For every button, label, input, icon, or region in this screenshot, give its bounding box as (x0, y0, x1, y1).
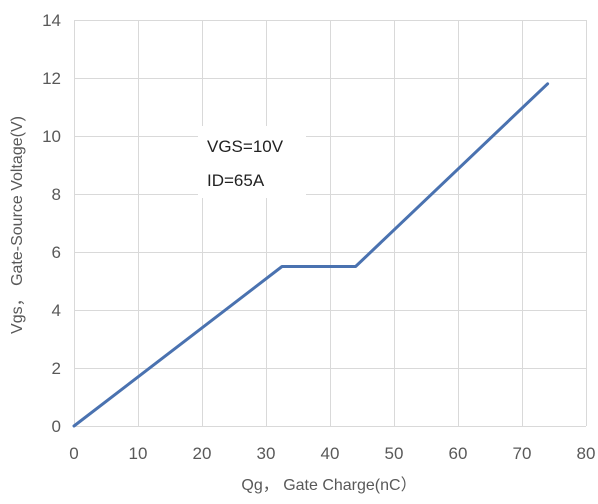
series-layer (72, 82, 550, 428)
y-tick-label: 10 (42, 127, 61, 146)
y-tick-label: 14 (42, 11, 61, 30)
x-tick-label: 80 (577, 444, 596, 463)
annotation-vgs: VGS=10V (207, 137, 284, 156)
y-tick-label: 0 (52, 417, 61, 436)
tick-layer: 0 10 20 30 40 50 60 70 80 0 2 4 6 8 10 12 14 (42, 11, 595, 463)
x-tick-label: 60 (449, 444, 468, 463)
y-tick-label: 8 (52, 185, 61, 204)
x-tick-label: 10 (129, 444, 148, 463)
y-tick-label: 2 (52, 359, 61, 378)
x-tick-label: 40 (321, 444, 340, 463)
y-tick-label: 12 (42, 69, 61, 88)
x-tick-label: 30 (257, 444, 276, 463)
grid-layer (74, 20, 587, 427)
annotation-layer: VGS=10V ID=65A (198, 126, 306, 198)
x-tick-label: 50 (385, 444, 404, 463)
y-axis-title: Vgs， Gate-Source Voltage(V) (9, 116, 26, 334)
annotation-box (198, 126, 306, 198)
y-tick-label: 4 (52, 301, 61, 320)
x-tick-label: 0 (69, 444, 78, 463)
x-axis-title: Qg， Gate Charge(nC） (241, 476, 416, 494)
x-tick-label: 70 (513, 444, 532, 463)
y-tick-label: 6 (52, 243, 61, 262)
annotation-id: ID=65A (207, 171, 265, 190)
series-line (72, 82, 550, 428)
x-tick-label: 20 (193, 444, 212, 463)
